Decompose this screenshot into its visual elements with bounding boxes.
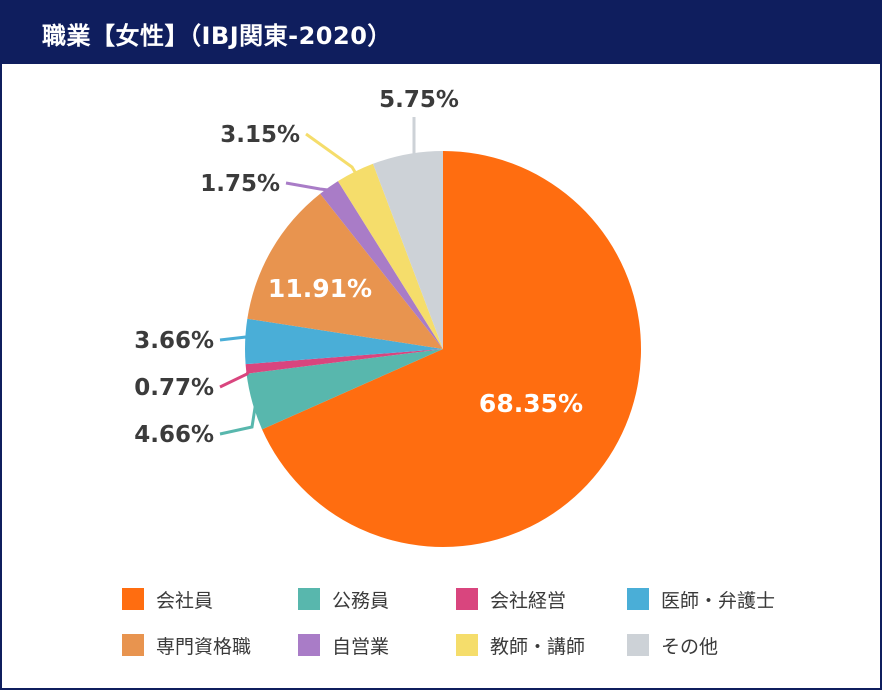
- data-label: 0.77%: [134, 375, 214, 401]
- legend-label: その他: [661, 635, 719, 658]
- legend-label: 会社員: [156, 589, 214, 612]
- legend-label: 自営業: [332, 635, 390, 658]
- legend-label: 専門資格職: [156, 635, 252, 658]
- legend-label: 教師・講師: [490, 635, 586, 658]
- legend-swatch: [122, 634, 144, 656]
- legend-item: 医師・弁護士: [627, 586, 802, 612]
- leader-line: [219, 335, 251, 343]
- chart-title: 職業【女性】（IBJ関東-2020）: [42, 22, 392, 50]
- legend-item: その他: [627, 632, 802, 658]
- legend-item: 専門資格職: [122, 632, 298, 658]
- pie-slice: [337, 163, 443, 349]
- pie-slice: [320, 181, 443, 349]
- pie-slice: [245, 318, 443, 365]
- data-label: 4.66%: [134, 422, 214, 448]
- legend-item: 教師・講師: [456, 632, 627, 658]
- legend-swatch: [627, 588, 649, 610]
- legend: 会社員 公務員 会社経営 医師・弁護士専門資格職 自営業 教師・講師 その他: [122, 586, 802, 658]
- leader-line: [219, 400, 258, 436]
- pie-slice: [373, 151, 443, 349]
- legend-label: 会社経営: [490, 589, 567, 612]
- leader-line: [219, 367, 252, 389]
- legend-swatch: [122, 588, 144, 610]
- legend-swatch: [627, 634, 649, 656]
- leader-line: [305, 132, 359, 176]
- legend-item: 会社経営: [456, 586, 627, 612]
- data-label: 3.66%: [134, 328, 214, 354]
- pie-slice: [246, 349, 443, 430]
- data-label: 1.75%: [200, 171, 280, 197]
- legend-swatch: [456, 588, 478, 610]
- legend-label: 公務員: [332, 589, 390, 612]
- pie-slice: [245, 349, 443, 374]
- data-label: 68.35%: [479, 389, 583, 418]
- pie-slice: [262, 151, 642, 547]
- legend-item: 公務員: [298, 586, 456, 612]
- legend-swatch: [298, 634, 320, 656]
- legend-swatch: [456, 634, 478, 656]
- pie-slice: [247, 193, 443, 349]
- legend-item: 自営業: [298, 632, 456, 658]
- data-label: 11.91%: [268, 274, 372, 303]
- data-label: 5.75%: [379, 87, 459, 113]
- legend-label: 医師・弁護士: [661, 589, 776, 612]
- pie-chart: 68.35% 4.66% 0.77% 3.66% 11.91% 1.75% 3.15% 5.7…: [134, 87, 642, 547]
- title-bar: 職業【女性】（IBJ関東-2020）: [2, 2, 880, 64]
- leader-line: [408, 117, 416, 160]
- data-label: 3.15%: [220, 122, 300, 148]
- legend-swatch: [298, 588, 320, 610]
- leader-line: [285, 181, 332, 192]
- legend-item: 会社員: [122, 586, 298, 612]
